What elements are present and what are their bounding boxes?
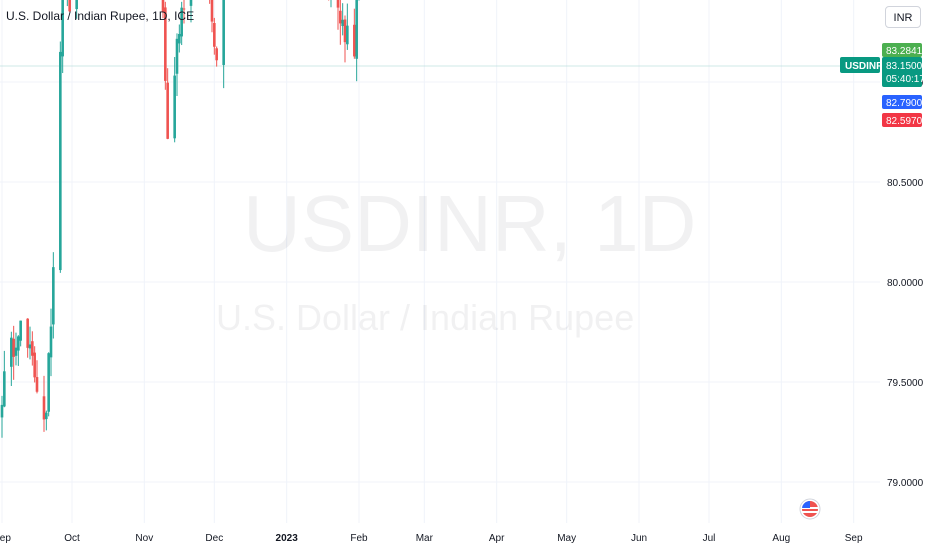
x-tick-label: Dec bbox=[205, 533, 223, 544]
x-tick-label: May bbox=[557, 533, 576, 544]
resistance-price-tag bbox=[882, 43, 922, 57]
candle-body bbox=[178, 33, 181, 44]
chart-title: U.S. Dollar / Indian Rupee, 1D, ICE bbox=[6, 9, 195, 23]
x-tick-label: 2023 bbox=[276, 533, 299, 544]
candle-body bbox=[75, 0, 78, 10]
candle-body bbox=[341, 19, 344, 27]
x-tick-label: Jul bbox=[703, 533, 716, 544]
candle-body bbox=[31, 341, 34, 356]
candle-body bbox=[10, 337, 13, 367]
candle-body bbox=[353, 24, 356, 57]
candle-body bbox=[222, 0, 225, 65]
last-price-tag bbox=[882, 57, 922, 87]
candle-body bbox=[3, 371, 6, 407]
candle-body bbox=[26, 318, 29, 348]
candle-body bbox=[0, 404, 4, 418]
watermark-description: U.S. Dollar / Indian Rupee bbox=[216, 297, 634, 338]
watermark-symbol: USDINR, 1D bbox=[243, 179, 696, 268]
y-tick-label: 80.5000 bbox=[887, 178, 924, 189]
x-tick-label: Sep bbox=[0, 533, 11, 544]
candle-body bbox=[49, 326, 53, 358]
last-price-text: 83.1500 bbox=[886, 61, 923, 72]
candle-body bbox=[336, 0, 340, 8]
candle-body bbox=[28, 344, 32, 349]
candle-body bbox=[346, 25, 349, 45]
support-price-tag bbox=[882, 113, 922, 127]
x-tick-label: Nov bbox=[135, 533, 153, 544]
time-axis[interactable]: Sep Oct Nov Dec 2023 Feb Mar Apr May Jun Jul Aug Sep bbox=[0, 533, 863, 544]
candle-body bbox=[355, 0, 358, 59]
candle-body bbox=[343, 19, 347, 43]
symbol-tag-text: USDINR bbox=[845, 61, 884, 72]
candle-body bbox=[59, 51, 62, 271]
support-price-tag-text: 82.5970 bbox=[886, 116, 923, 127]
x-tick-label: Feb bbox=[350, 533, 368, 544]
candle-body bbox=[14, 347, 18, 356]
countdown-text: 05:40:17 bbox=[886, 74, 925, 85]
candle-body bbox=[61, 0, 64, 57]
candle-body bbox=[19, 320, 22, 341]
x-tick-label: Sep bbox=[845, 533, 863, 544]
candle-body bbox=[210, 0, 214, 22]
y-tick-label: 79.0000 bbox=[887, 478, 924, 489]
candle-body bbox=[33, 352, 36, 378]
candle-body bbox=[175, 38, 179, 74]
trendline-price-tag bbox=[882, 95, 922, 109]
candle-body bbox=[164, 7, 167, 81]
x-tick-label: Aug bbox=[772, 533, 790, 544]
candles bbox=[0, 0, 360, 438]
candle-body bbox=[12, 338, 15, 357]
candle-body bbox=[213, 23, 216, 47]
candle-body bbox=[35, 377, 39, 392]
candle-body bbox=[161, 0, 165, 13]
y-tick-label: 79.5000 bbox=[887, 378, 924, 389]
grid bbox=[0, 0, 880, 523]
candle-body bbox=[17, 336, 20, 351]
candle-body bbox=[47, 353, 50, 412]
x-tick-label: Apr bbox=[489, 533, 505, 544]
currency-button[interactable]: INR bbox=[885, 6, 921, 28]
candle-body bbox=[182, 8, 186, 10]
candle-body bbox=[68, 0, 71, 12]
resistance-price-tag-text: 83.2841 bbox=[886, 46, 923, 57]
symbol-tag bbox=[840, 57, 880, 73]
y-tick-label: 80.0000 bbox=[887, 278, 924, 289]
x-tick-label: Jun bbox=[631, 533, 647, 544]
candle-body bbox=[166, 82, 169, 139]
x-tick-label: Oct bbox=[64, 533, 80, 544]
x-tick-label: Mar bbox=[416, 533, 434, 544]
candle-body bbox=[215, 48, 218, 61]
candle-body bbox=[173, 75, 176, 139]
candle-body bbox=[180, 7, 183, 37]
candle-body bbox=[52, 267, 55, 325]
candle-body bbox=[45, 412, 48, 420]
candle-body bbox=[42, 396, 46, 420]
candle-body bbox=[339, 10, 342, 24]
trendline-price-tag-text: 82.7900 bbox=[886, 98, 923, 109]
flag-icon[interactable] bbox=[799, 498, 821, 520]
candle-body bbox=[189, 0, 193, 6]
